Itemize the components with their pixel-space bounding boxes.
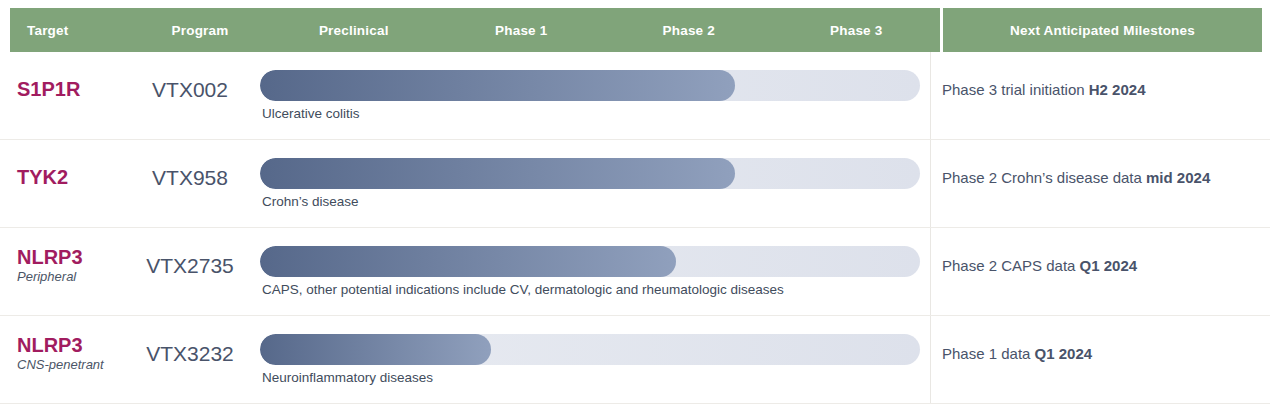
progress-track bbox=[260, 334, 920, 365]
table-row: TYK2 VTX958 Crohn’s disease Phase 2 Croh… bbox=[0, 140, 1270, 228]
target-cell: NLRP3 Peripheral bbox=[0, 246, 120, 296]
table-row: NLRP3 Peripheral VTX2735 CAPS, other pot… bbox=[0, 228, 1270, 316]
target-name: NLRP3 bbox=[17, 246, 120, 268]
milestone-date: Q1 2024 bbox=[1035, 345, 1093, 362]
milestone-cell: Phase 2 CAPS data Q1 2024 bbox=[930, 228, 1270, 315]
table-header: Target Program Preclinical Phase 1 Phase… bbox=[10, 8, 1262, 52]
target-cell: NLRP3 CNS-penetrant bbox=[0, 334, 120, 384]
milestone-text: Phase 2 Crohn’s disease data bbox=[942, 169, 1142, 186]
program-name: VTX3232 bbox=[120, 342, 260, 378]
column-header-milestones: Next Anticipated Milestones bbox=[1010, 23, 1195, 38]
progress-fill bbox=[260, 158, 735, 189]
milestone-cell: Phase 3 trial initiation H2 2024 bbox=[930, 52, 1270, 139]
target-name: S1P1R bbox=[17, 78, 120, 100]
program-name: VTX002 bbox=[120, 78, 260, 114]
indication-label: Crohn’s disease bbox=[260, 194, 920, 209]
phase-headers: Preclinical Phase 1 Phase 2 Phase 3 bbox=[270, 23, 940, 38]
target-name: TYK2 bbox=[17, 166, 120, 188]
target-subtype: Peripheral bbox=[17, 270, 120, 284]
indication-label: CAPS, other potential indications includ… bbox=[260, 282, 920, 297]
milestone-text: Phase 3 trial initiation bbox=[942, 81, 1085, 98]
milestone-date: mid 2024 bbox=[1146, 169, 1210, 186]
milestone-date: Q1 2024 bbox=[1080, 257, 1138, 274]
pipeline-table: Target Program Preclinical Phase 1 Phase… bbox=[0, 0, 1270, 406]
column-header-phase2: Phase 2 bbox=[605, 23, 773, 38]
table-row: NLRP3 CNS-penetrant VTX3232 Neuroinflamm… bbox=[0, 316, 1270, 404]
indication-label: Neuroinflammatory diseases bbox=[260, 370, 920, 385]
column-header-program: Program bbox=[130, 23, 270, 38]
progress-cell: CAPS, other potential indications includ… bbox=[260, 246, 930, 297]
progress-cell: Neuroinflammatory diseases bbox=[260, 334, 930, 385]
progress-track bbox=[260, 246, 920, 277]
target-cell: TYK2 bbox=[0, 166, 120, 202]
column-header-target: Target bbox=[10, 23, 130, 38]
target-name: NLRP3 bbox=[17, 334, 120, 356]
progress-track bbox=[260, 70, 920, 101]
header-milestones-block: Next Anticipated Milestones bbox=[943, 8, 1262, 52]
milestone-text: Phase 1 data bbox=[942, 345, 1030, 362]
progress-cell: Crohn’s disease bbox=[260, 158, 930, 209]
column-header-phase1: Phase 1 bbox=[438, 23, 606, 38]
column-header-preclinical: Preclinical bbox=[270, 23, 438, 38]
column-header-phase3: Phase 3 bbox=[773, 23, 941, 38]
program-name: VTX2735 bbox=[120, 254, 260, 290]
header-phase-block: Target Program Preclinical Phase 1 Phase… bbox=[10, 8, 940, 52]
program-name: VTX958 bbox=[120, 166, 260, 202]
progress-fill bbox=[260, 70, 735, 101]
table-row: S1P1R VTX002 Ulcerative colitis Phase 3 … bbox=[0, 52, 1270, 140]
progress-fill bbox=[260, 246, 676, 277]
target-subtype: CNS-penetrant bbox=[17, 358, 120, 372]
target-cell: S1P1R bbox=[0, 78, 120, 114]
progress-cell: Ulcerative colitis bbox=[260, 70, 930, 121]
milestone-cell: Phase 2 Crohn’s disease data mid 2024 bbox=[930, 140, 1270, 227]
pipeline-rows: S1P1R VTX002 Ulcerative colitis Phase 3 … bbox=[0, 52, 1270, 404]
milestone-date: H2 2024 bbox=[1089, 81, 1146, 98]
progress-fill bbox=[260, 334, 491, 365]
indication-label: Ulcerative colitis bbox=[260, 106, 920, 121]
milestone-cell: Phase 1 data Q1 2024 bbox=[930, 316, 1270, 403]
milestone-text: Phase 2 CAPS data bbox=[942, 257, 1075, 274]
progress-track bbox=[260, 158, 920, 189]
